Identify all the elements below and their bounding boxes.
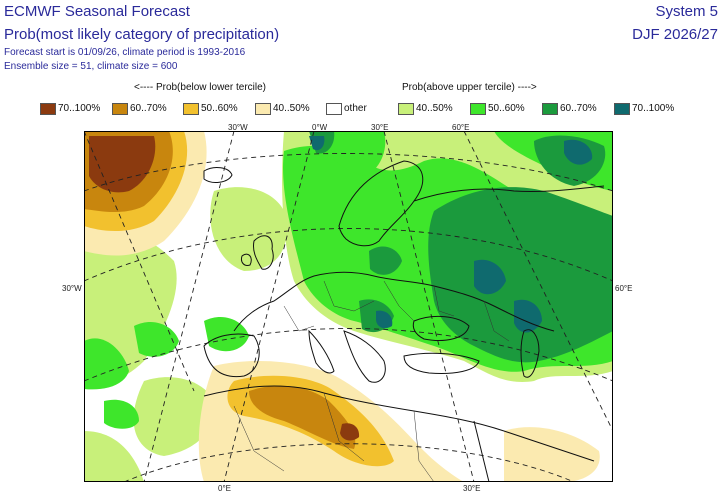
legend-label: 70..100%: [58, 103, 101, 114]
legend-swatch: [542, 103, 558, 115]
below-70-100-area: [89, 136, 360, 441]
legend-below-heading: <---- Prob(below lower tercile): [134, 82, 266, 93]
legend-swatch: [183, 103, 199, 115]
lon-label-top-60e: 60°E: [452, 123, 470, 132]
legend-label: 60..70%: [130, 103, 167, 114]
system-label: System 5: [655, 3, 718, 20]
legend-swatch: [398, 103, 414, 115]
map-panel: [84, 131, 613, 482]
legend-swatch: [255, 103, 271, 115]
legend-swatch: [40, 103, 56, 115]
lon-label-top-30e: 30°E: [371, 123, 389, 132]
header-subtitle: Prob(most likely category of precipitati…: [4, 26, 280, 43]
lon-label-bottom-0e: 0°E: [218, 484, 231, 493]
graticule: [84, 131, 613, 482]
lon-label-right-60e: 60°E: [615, 284, 633, 293]
lon-label-top-0w: 0°W: [312, 123, 328, 132]
season-label: DJF 2026/27: [632, 26, 718, 43]
legend-swatch: [326, 103, 342, 115]
above-70-100-area: [309, 136, 593, 333]
coastlines: [203, 160, 605, 482]
legend-swatch: [614, 103, 630, 115]
legend-label: 40..50%: [416, 103, 453, 114]
legend-swatch: [112, 103, 128, 115]
legend-label: 60..70%: [560, 103, 597, 114]
ensemble-info: Ensemble size = 51, climate size = 600: [4, 61, 178, 72]
legend-label: other: [344, 103, 367, 114]
legend-label: 40..50%: [273, 103, 310, 114]
legend-label: 70..100%: [632, 103, 675, 114]
legend-label: 50..60%: [488, 103, 525, 114]
lon-label-left-30w: 30°W: [62, 284, 82, 293]
forecast-info: Forecast start is 01/09/26, climate peri…: [4, 47, 246, 58]
legend-swatch: [470, 103, 486, 115]
legend-label: 50..60%: [201, 103, 238, 114]
borders: [233, 280, 510, 482]
header-title: ECMWF Seasonal Forecast: [4, 3, 190, 20]
lon-label-bottom-30e: 30°E: [463, 484, 481, 493]
precip-map: [84, 131, 613, 482]
legend-above-heading: Prob(above upper tercile) ---->: [402, 82, 537, 93]
lon-label-top-30w: 30°W: [228, 123, 248, 132]
